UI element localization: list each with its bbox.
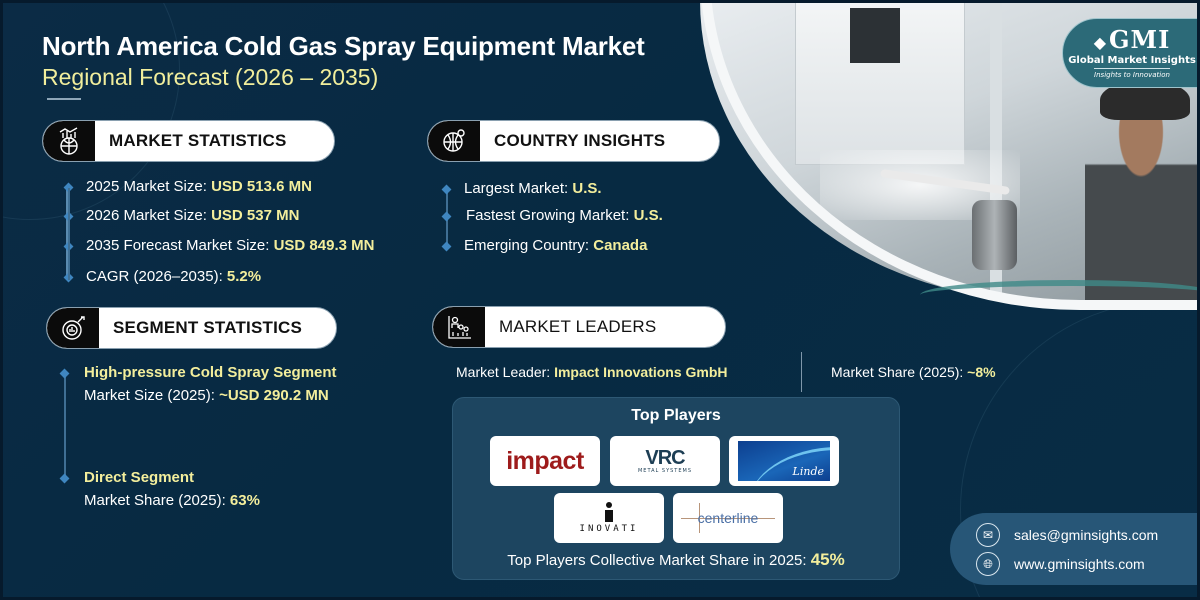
country-insights-header: COUNTRY INSIGHTS: [427, 120, 720, 162]
segment-title: Direct Segment: [59, 469, 194, 486]
section-heading: COUNTRY INSIGHTS: [494, 131, 666, 150]
impact-logo: impact: [490, 436, 600, 486]
leader-market-share: Market Share (2025): ~8%: [831, 364, 996, 380]
mail-icon: ✉: [976, 523, 1000, 547]
stat-item: Market Share (2025): 63%: [84, 492, 260, 509]
stat-item: 2025 Market Size: USD 513.6 MN: [63, 178, 312, 195]
market-leader: Market Leader: Impact Innovations GmbH: [456, 364, 728, 380]
vrc-logo: VRC METAL SYSTEMS: [610, 436, 720, 486]
website-link[interactable]: 🌐︎ www.gminsights.com: [976, 552, 1145, 576]
page-subtitle: Regional Forecast (2026 – 2035): [42, 64, 379, 90]
stat-item: 2035 Forecast Market Size: USD 849.3 MN: [63, 237, 374, 254]
centerline-logo: centerline: [673, 493, 783, 543]
section-heading: MARKET LEADERS: [499, 317, 657, 336]
segment-title: High-pressure Cold Spray Segment: [59, 364, 337, 381]
page-title: North America Cold Gas Spray Equipment M…: [42, 31, 645, 61]
linde-logo: Linde: [729, 436, 839, 486]
hero-photo: [700, 0, 1200, 300]
globe-icon: 🌐︎: [976, 552, 1000, 576]
photo-accent-arc: [920, 280, 1200, 310]
stat-item: Fastest Growing Market: U.S.: [441, 207, 663, 224]
gmi-logo: ◆GMI Global Market Insights Insights to …: [1062, 18, 1200, 88]
stat-item: CAGR (2026–2035): 5.2%: [63, 268, 261, 285]
stat-item: Market Size (2025): ~USD 290.2 MN: [84, 387, 329, 404]
diamond-icon: ◆: [1093, 32, 1107, 52]
globe-pin-icon: [428, 121, 480, 161]
divider: [801, 352, 802, 392]
stat-rail: [64, 372, 66, 477]
title-divider: [47, 98, 81, 100]
segment-statistics-header: SEGMENT STATISTICS: [46, 307, 337, 349]
chart-globe-icon: [43, 121, 95, 161]
email-link[interactable]: ✉ sales@gminsights.com: [976, 523, 1158, 547]
top-players-panel: Top Players impact VRC METAL SYSTEMS Lind…: [452, 397, 900, 580]
section-heading: MARKET STATISTICS: [109, 131, 287, 150]
logo-tagline: Insights to Innovation: [1094, 67, 1170, 79]
section-heading: SEGMENT STATISTICS: [113, 318, 303, 337]
contact-bar: ✉ sales@gminsights.com 🌐︎ www.gminsights…: [950, 513, 1200, 585]
logo-name: Global Market Insights: [1068, 54, 1196, 66]
collective-share: Top Players Collective Market Share in 2…: [507, 550, 845, 569]
pie-chart-gear-icon: [47, 308, 99, 348]
market-statistics-header: MARKET STATISTICS: [42, 120, 335, 162]
top-players-title: Top Players: [631, 407, 721, 424]
stat-item: Emerging Country: Canada: [441, 237, 647, 254]
market-leaders-header: MARKET LEADERS: [432, 306, 726, 348]
stat-item: Largest Market: U.S.: [441, 180, 602, 197]
people-chart-icon: [433, 307, 485, 347]
inovati-logo: INOVATI: [554, 493, 664, 543]
stat-rail: [68, 188, 70, 280]
logo-mark: ◆GMI: [1093, 24, 1171, 54]
stat-item: 2026 Market Size: USD 537 MN: [63, 207, 299, 224]
